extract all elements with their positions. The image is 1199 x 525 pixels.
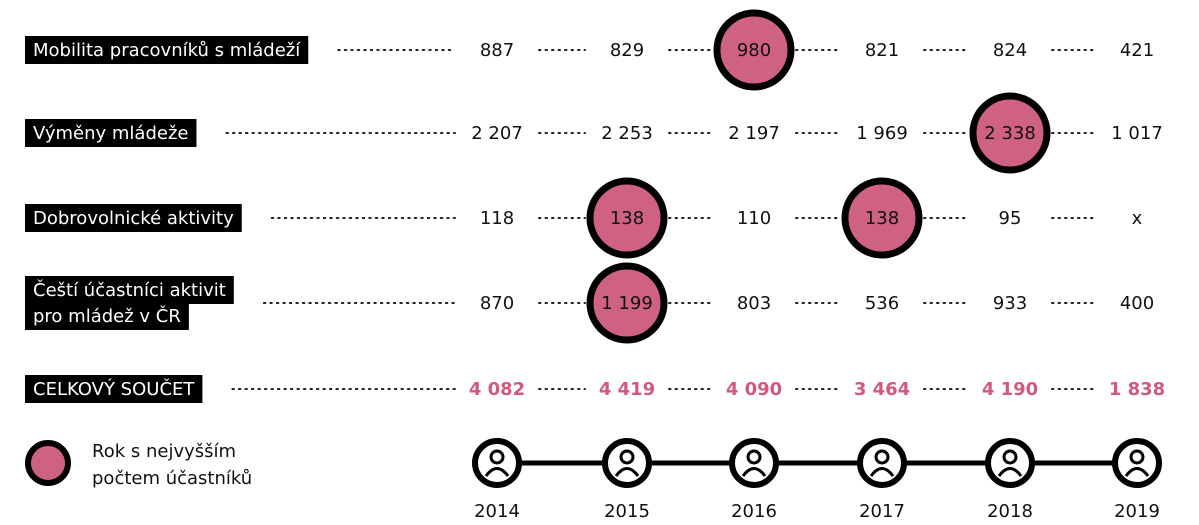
total-value: 4 082 <box>469 379 525 400</box>
cell-value: 933 <box>993 293 1027 314</box>
year-label: 2017 <box>859 501 905 522</box>
cell-value: 829 <box>610 40 644 61</box>
total-value: 4 190 <box>982 379 1038 400</box>
legend-text: počtem účastníků <box>92 468 252 489</box>
label-background <box>25 119 197 147</box>
highlight-circle <box>713 9 795 91</box>
row-label: Čeští účastníci aktivit <box>33 279 226 301</box>
highlight-circle <box>841 177 923 259</box>
row-label: Dobrovolnické aktivity <box>33 208 234 229</box>
cell-value: 980 <box>737 40 771 61</box>
cell-value: 1 017 <box>1111 123 1163 144</box>
person-icon-body <box>997 467 1023 477</box>
cell-value: 95 <box>999 208 1022 229</box>
label-background <box>25 204 242 232</box>
cell-value: 110 <box>737 208 771 229</box>
cell-value: 421 <box>1120 40 1154 61</box>
person-icon-body <box>741 467 767 477</box>
cell-value: x <box>1132 208 1143 229</box>
year-label: 2019 <box>1114 501 1160 522</box>
cell-value: 2 338 <box>984 123 1036 144</box>
highlight-circle <box>586 177 668 259</box>
total-value: 3 464 <box>854 379 910 400</box>
cell-value: 536 <box>865 293 899 314</box>
cell-value: 1 969 <box>856 123 908 144</box>
highlight-circle <box>969 92 1051 174</box>
person-icon-body <box>869 467 895 477</box>
row-label: pro mládež v ČR <box>33 305 181 327</box>
year-label: 2016 <box>731 501 777 522</box>
row-label: Výměny mládeže <box>33 123 188 144</box>
person-icon-body <box>484 467 510 477</box>
total-value: 4 090 <box>726 379 782 400</box>
total-value: 1 838 <box>1109 379 1165 400</box>
person-icon-body <box>614 467 640 477</box>
highlight-circle <box>586 262 668 344</box>
cell-value: 2 253 <box>601 123 653 144</box>
total-value: 4 419 <box>599 379 655 400</box>
label-background <box>25 375 203 403</box>
cell-value: 2 197 <box>728 123 780 144</box>
cell-value: 803 <box>737 293 771 314</box>
cell-value: 824 <box>993 40 1027 61</box>
cell-value: 138 <box>865 208 899 229</box>
label-background <box>25 276 234 304</box>
cell-value: 870 <box>480 293 514 314</box>
row-label: Mobilita pracovníků s mládeží <box>33 40 301 61</box>
cell-value: 118 <box>480 208 514 229</box>
cell-value: 400 <box>1120 293 1154 314</box>
cell-value: 887 <box>480 40 514 61</box>
cell-value: 138 <box>610 208 644 229</box>
legend-circle <box>25 440 71 486</box>
person-icon-head <box>746 449 762 465</box>
cell-value: 821 <box>865 40 899 61</box>
person-icon-head <box>1129 449 1145 465</box>
year-label: 2018 <box>987 501 1033 522</box>
person-icon-body <box>1124 467 1150 477</box>
legend-text: Rok s nejvyšším <box>92 441 236 462</box>
cell-value: 1 199 <box>601 293 653 314</box>
label-background <box>25 302 189 330</box>
year-label: 2014 <box>474 501 520 522</box>
person-icon-head <box>619 449 635 465</box>
row-label: CELKOVÝ SOUČET <box>33 378 195 400</box>
label-background <box>25 36 309 64</box>
year-label: 2015 <box>604 501 650 522</box>
person-icon-head <box>874 449 890 465</box>
person-icon-head <box>1002 449 1018 465</box>
cell-value: 2 207 <box>471 123 523 144</box>
person-icon-head <box>489 449 505 465</box>
